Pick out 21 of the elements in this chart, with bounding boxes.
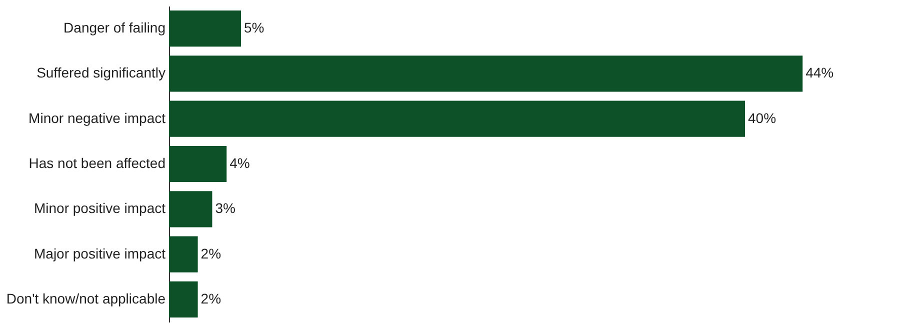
bar bbox=[169, 191, 212, 228]
bar bbox=[169, 146, 227, 182]
y-tick-label: Minor positive impact bbox=[34, 200, 166, 216]
bar bbox=[169, 236, 198, 272]
bar bbox=[169, 10, 241, 47]
y-tick-label: Minor negative impact bbox=[28, 110, 166, 126]
data-label: 44% bbox=[806, 64, 834, 81]
y-tick-label: Major positive impact bbox=[34, 245, 166, 262]
data-label: 4% bbox=[230, 155, 250, 171]
bar bbox=[169, 100, 745, 137]
data-label: 2% bbox=[200, 290, 222, 306]
bar bbox=[169, 281, 198, 318]
data-label: 40% bbox=[748, 110, 776, 126]
y-tick-label: Danger of failing bbox=[64, 20, 166, 36]
data-label: 2% bbox=[200, 245, 222, 262]
data-label: 3% bbox=[215, 200, 236, 216]
bar bbox=[169, 56, 803, 92]
data-label: 5% bbox=[244, 20, 264, 36]
y-tick-label: Has not been affected bbox=[28, 155, 166, 171]
y-tick-label: Suffered significantly bbox=[36, 64, 166, 81]
y-tick-label: Don't know/not applicable bbox=[6, 290, 166, 306]
